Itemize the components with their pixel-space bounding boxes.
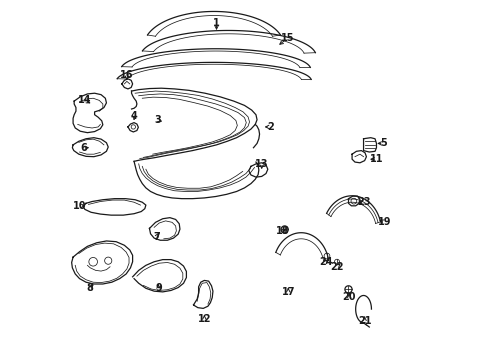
Text: 12: 12 — [197, 314, 211, 324]
Text: 24: 24 — [319, 257, 332, 267]
Text: 23: 23 — [356, 197, 369, 207]
Text: 19: 19 — [378, 217, 391, 227]
Text: 3: 3 — [154, 115, 161, 125]
Text: 4: 4 — [130, 111, 137, 121]
Text: 10: 10 — [73, 201, 86, 211]
Text: 18: 18 — [276, 226, 289, 236]
Text: 7: 7 — [153, 232, 160, 242]
Text: 11: 11 — [370, 154, 383, 164]
Text: 17: 17 — [281, 287, 294, 297]
Text: 16: 16 — [120, 70, 133, 80]
Text: 20: 20 — [342, 292, 355, 302]
Text: 22: 22 — [329, 262, 343, 272]
Text: 8: 8 — [86, 283, 93, 293]
Text: 13: 13 — [254, 159, 268, 169]
Text: 21: 21 — [357, 316, 370, 325]
Text: 2: 2 — [266, 122, 273, 132]
Text: 6: 6 — [81, 143, 87, 153]
Text: 5: 5 — [380, 139, 386, 148]
Text: 1: 1 — [213, 18, 220, 28]
Text: 15: 15 — [280, 33, 294, 43]
Text: 9: 9 — [155, 283, 162, 293]
Text: 14: 14 — [78, 95, 91, 105]
